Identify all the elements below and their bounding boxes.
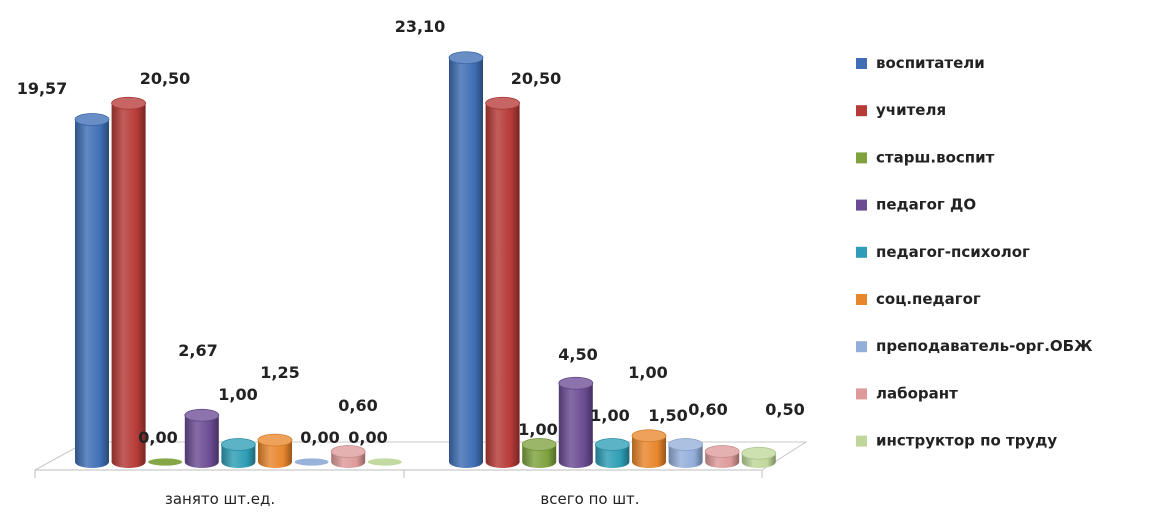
x-tick-label: всего по шт.: [540, 490, 639, 508]
bar-0-8: [367, 458, 402, 466]
bar-1-6: [668, 438, 703, 468]
data-labels-layer: 19,5720,500,002,671,001,250,000,600,0023…: [17, 17, 805, 447]
legend-swatch: [856, 199, 867, 211]
legend-item: преподаватель-орг.ОБЖ: [856, 337, 1093, 355]
legend-swatch: [856, 246, 867, 258]
legend-label: воспитатели: [876, 54, 985, 72]
data-label: 1,00: [590, 406, 629, 425]
data-label: 1,25: [260, 363, 299, 382]
legend-item: воспитатели: [856, 54, 985, 72]
legend-label: педагог ДО: [876, 196, 976, 214]
legend-swatch: [856, 435, 867, 447]
data-label: 1,00: [628, 363, 667, 382]
bar-0-5: [257, 433, 293, 468]
data-label: 4,50: [558, 345, 597, 364]
legend-swatch: [856, 58, 867, 69]
bar-1-5: [631, 429, 667, 468]
data-label: 1,00: [218, 385, 257, 404]
bar-0-6: [294, 458, 329, 466]
legend-label: инструктор по труду: [876, 432, 1057, 450]
legend-item: лаборант: [856, 384, 958, 402]
data-label: 0,60: [338, 396, 377, 415]
data-label: 20,50: [511, 69, 562, 88]
legend-item: старш.воспит: [856, 148, 995, 166]
legend-item: учителя: [856, 101, 946, 119]
legend-item: соц.педагог: [856, 290, 981, 308]
bar-1-4: [595, 438, 630, 468]
data-label: 2,67: [178, 341, 217, 360]
legend-item: инструктор по труду: [856, 432, 1057, 450]
bar-0-4: [220, 438, 256, 468]
bar-1-7: [704, 445, 740, 468]
bar-1-8: [741, 446, 777, 468]
bar-1-0: [448, 51, 484, 468]
x-tick-label: занято шт.ед.: [165, 490, 275, 508]
legend-swatch: [856, 152, 867, 164]
legend-swatch: [856, 341, 867, 353]
data-label: 20,50: [140, 69, 191, 88]
bar-1-1: [485, 96, 521, 468]
bar-0-7: [330, 445, 366, 468]
legend-swatch: [856, 294, 867, 305]
legend-label: лаборант: [876, 384, 958, 402]
data-label: 0,00: [300, 428, 339, 447]
data-label: 23,10: [395, 17, 446, 36]
data-label: 1,00: [518, 420, 557, 439]
legend-label: учителя: [876, 101, 946, 119]
data-label: 0,60: [688, 400, 727, 419]
legend-label: соц.педагог: [876, 290, 981, 308]
bar-0-1: [111, 96, 147, 469]
bar-0-0: [74, 113, 110, 469]
legend-swatch: [856, 388, 867, 400]
data-label: 19,57: [17, 79, 68, 98]
legend-label: старш.воспит: [876, 148, 995, 166]
legend-item: педагог-психолог: [856, 243, 1030, 261]
bar-0-3: [184, 408, 220, 468]
bar-1-3: [558, 376, 594, 468]
data-label: 1,50: [648, 406, 687, 425]
legend: воспитатели учителя старш.воспит педагог ДО…: [856, 54, 1093, 450]
x-axis: занято шт.ед. всего по шт.: [34, 470, 763, 508]
bars-layer: [74, 51, 777, 469]
data-label: 0,00: [138, 428, 177, 447]
bar-1-2: [521, 438, 557, 468]
bar-0-2: [148, 458, 183, 466]
legend-swatch: [856, 105, 867, 117]
data-label: 0,00: [348, 428, 387, 447]
legend-label: преподаватель-орг.ОБЖ: [876, 337, 1093, 355]
legend-item: педагог ДО: [856, 196, 976, 214]
legend-label: педагог-психолог: [876, 243, 1030, 261]
data-label: 0,50: [765, 400, 804, 419]
